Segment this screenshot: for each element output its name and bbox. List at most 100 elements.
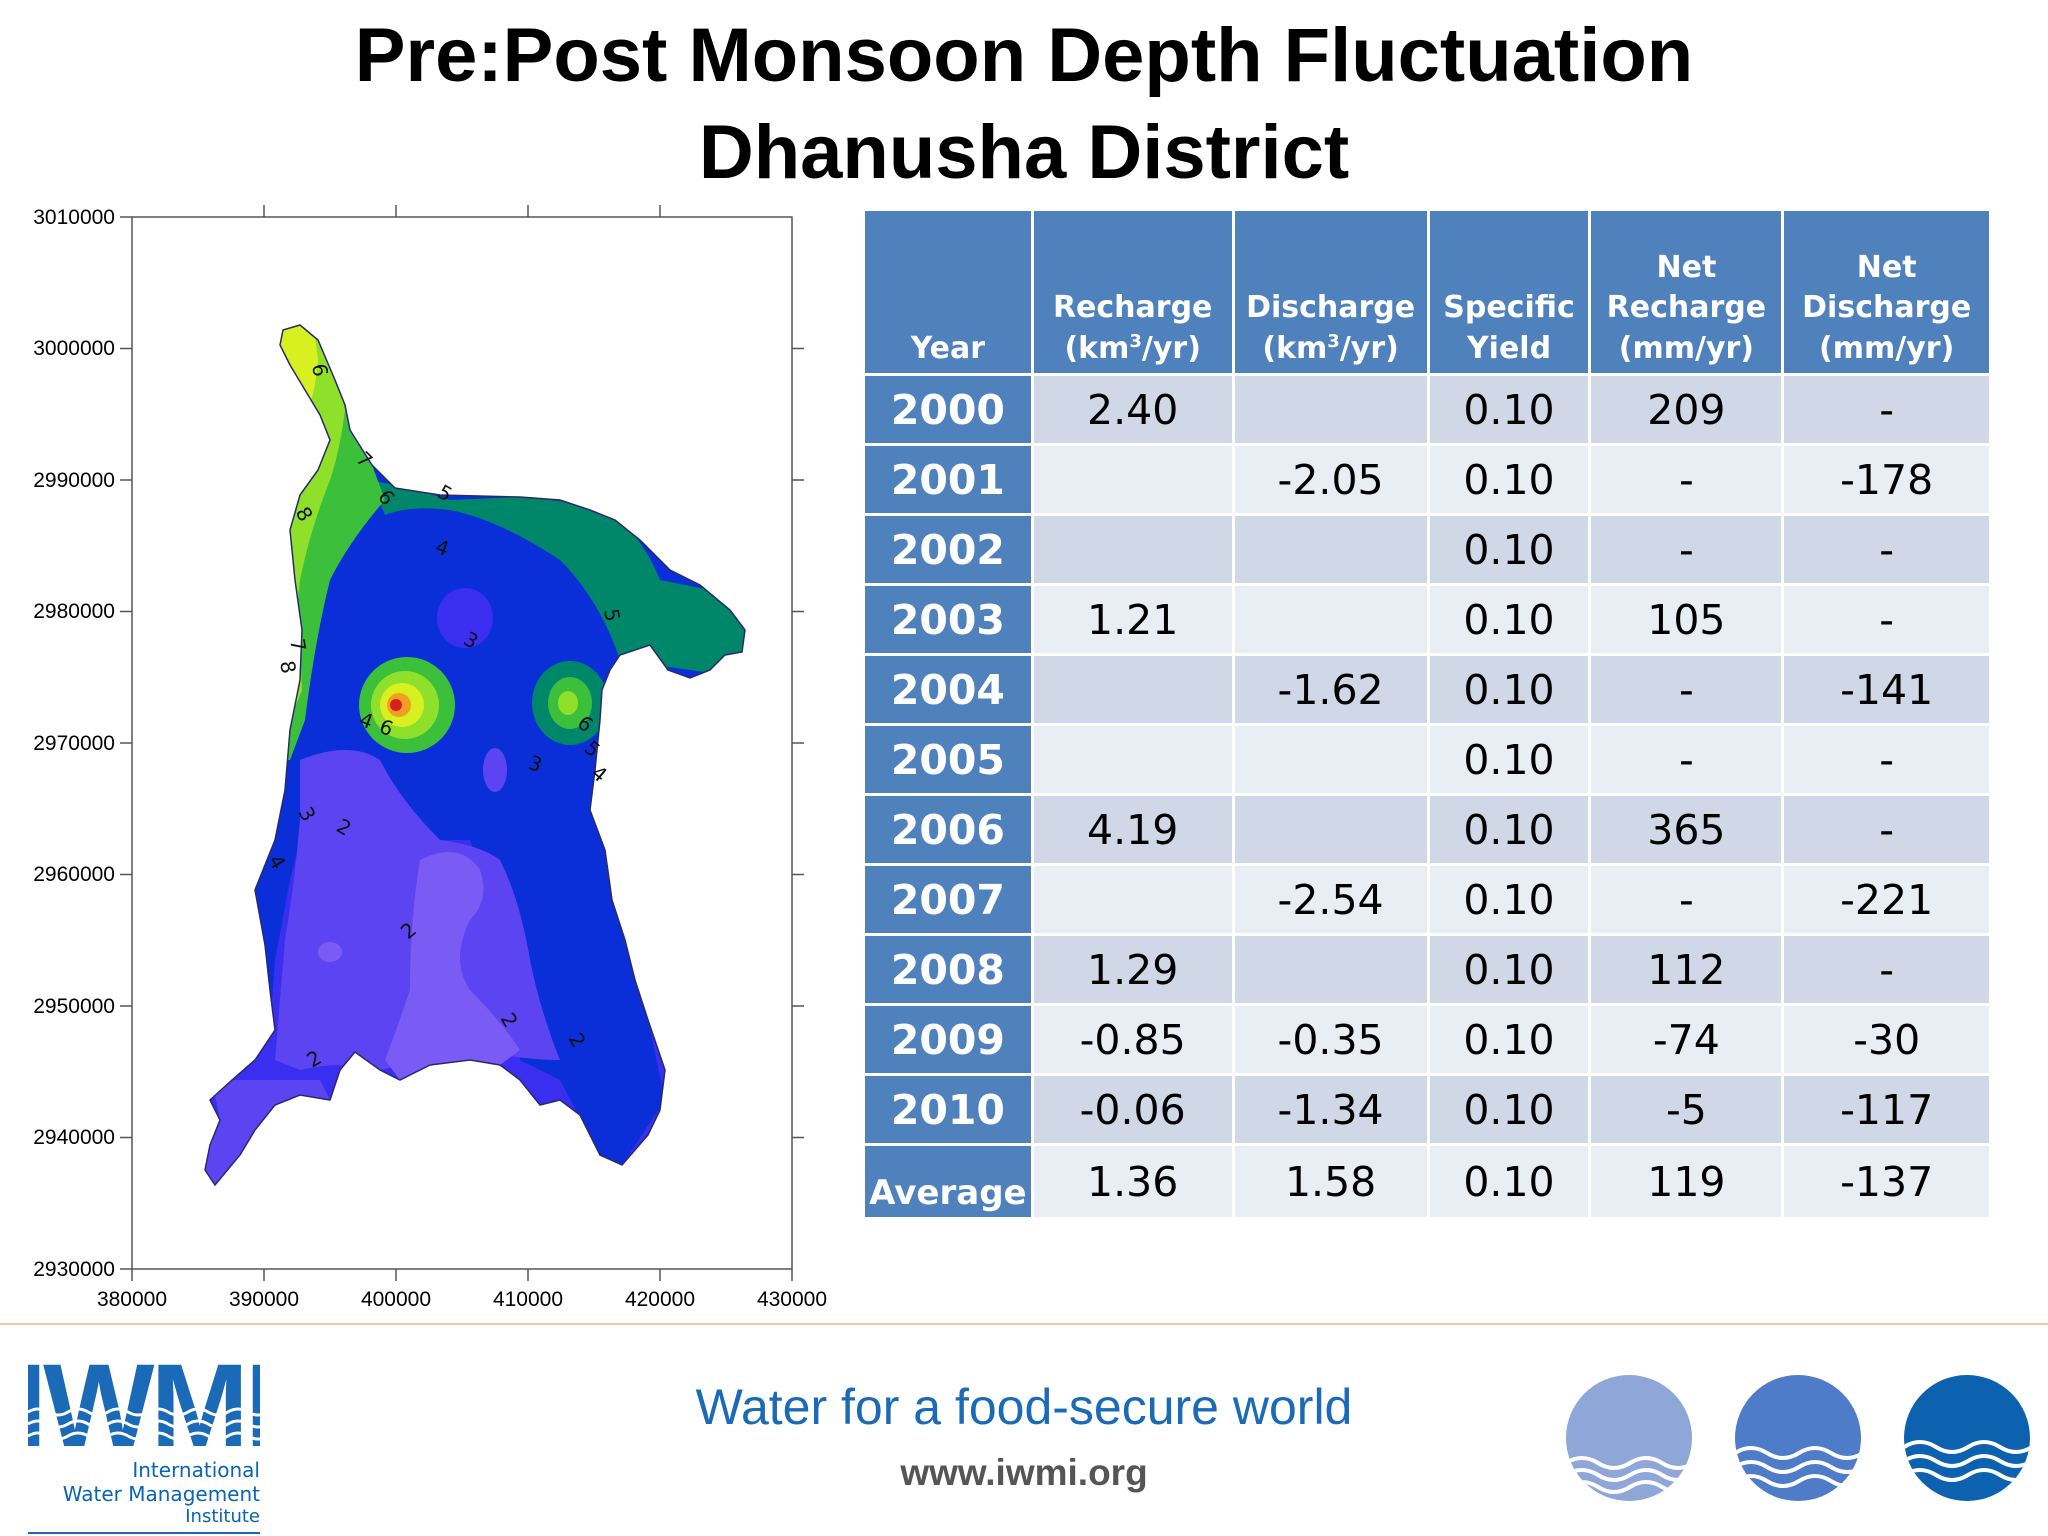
- year-cell: 2003: [865, 586, 1031, 653]
- recharge-cell: -0.06: [1033, 1076, 1232, 1143]
- slide-title-line-2: Dhanusha District: [698, 110, 1350, 195]
- recharge-cell: 2.40: [1033, 376, 1232, 443]
- table-row: 2010 -0.06 -1.34 0.10 -5 -117: [865, 1076, 1989, 1143]
- specific-yield-cell: 0.10: [1429, 586, 1589, 653]
- water-circle-icon: [1735, 1375, 1861, 1501]
- header-year: Year: [865, 211, 1031, 373]
- y-tick-label: 2940000: [33, 1126, 115, 1149]
- water-circle-icon: [1566, 1375, 1692, 1501]
- x-tick-label: 410000: [493, 1288, 563, 1311]
- specific-yield-cell: 0.10: [1429, 866, 1589, 933]
- contour-label: 5: [599, 607, 625, 624]
- net-recharge-cell: -: [1591, 516, 1782, 583]
- header-recharge: Recharge (km3/yr): [1033, 211, 1232, 373]
- logo-line-2: Water Management: [62, 1482, 260, 1506]
- table-row: 2001 -2.05 0.10- -178: [865, 446, 1989, 513]
- table-row: 2005 0.10- -: [865, 726, 1989, 793]
- net-recharge-cell: -: [1591, 866, 1782, 933]
- year-cell: 2010: [865, 1076, 1031, 1143]
- footer-divider: [0, 1323, 2048, 1325]
- discharge-cell: -2.54: [1234, 866, 1427, 933]
- y-axis-ticks: [120, 216, 804, 1270]
- table-header-row: Year Recharge (km3/yr) Discharge (km3/yr) …: [865, 211, 1989, 373]
- y-tick-label: 2970000: [33, 732, 115, 755]
- year-cell: 2006: [865, 796, 1031, 863]
- y-tick-label: 2990000: [33, 469, 115, 492]
- table-row: 2008 1.29 0.10 112-: [865, 936, 1989, 1003]
- iwmi-logo-mark: IWMI: [27, 1350, 269, 1455]
- year-cell: 2007: [865, 866, 1031, 933]
- recharge-cell: 4.19: [1033, 796, 1232, 863]
- year-cell: 2001: [865, 446, 1031, 513]
- recharge-cell: [1033, 866, 1232, 933]
- net-discharge-cell: -117: [1784, 1076, 1989, 1143]
- y-tick-label: 2930000: [33, 1258, 115, 1281]
- discharge-cell: 1.58: [1234, 1146, 1427, 1217]
- x-tick-label: 430000: [757, 1288, 827, 1311]
- table-row: 2007 -2.54 0.10- -221: [865, 866, 1989, 933]
- table-row: 2003 1.21 0.10 105-: [865, 586, 1989, 653]
- discharge-cell: -1.62: [1234, 656, 1427, 723]
- y-tick-label: 2980000: [33, 600, 115, 623]
- website-link[interactable]: www.iwmi.org: [900, 1452, 1148, 1493]
- net-discharge-cell: -: [1784, 586, 1989, 653]
- contour-map-svg: 3010000 3000000 2990000 2980000 2970000 …: [33, 205, 827, 1311]
- contour-label: 7: [285, 637, 311, 654]
- water-circle-icon: [1904, 1375, 2030, 1501]
- net-discharge-cell: -221: [1784, 866, 1989, 933]
- district-boundary: [204, 324, 746, 1187]
- net-recharge-cell: -74: [1591, 1006, 1782, 1073]
- year-cell: 2005: [865, 726, 1031, 793]
- logo-line-1: International: [132, 1458, 260, 1482]
- specific-yield-cell: 0.10: [1429, 1076, 1589, 1143]
- specific-yield-cell: 0.10: [1429, 446, 1589, 513]
- x-axis-ticks: [131, 205, 793, 1281]
- contour-map: 3010000 3000000 2990000 2980000 2970000 …: [0, 200, 850, 1330]
- specific-yield-cell: 0.10: [1429, 516, 1589, 583]
- net-discharge-cell: -: [1784, 726, 1989, 793]
- discharge-cell: [1234, 796, 1427, 863]
- net-recharge-cell: 119: [1591, 1146, 1782, 1217]
- net-discharge-cell: -178: [1784, 446, 1989, 513]
- discharge-cell: -1.34: [1234, 1076, 1427, 1143]
- net-recharge-cell: 105: [1591, 586, 1782, 653]
- year-cell: 2002: [865, 516, 1031, 583]
- table-row: Average 1.36 1.58 0.10 119 -137: [865, 1146, 1989, 1217]
- year-cell: 2008: [865, 936, 1031, 1003]
- table-row: 2002 0.10- -: [865, 516, 1989, 583]
- header-net-recharge: Net Recharge (mm/yr): [1591, 211, 1782, 373]
- discharge-cell: -2.05: [1234, 446, 1427, 513]
- net-recharge-cell: -5: [1591, 1076, 1782, 1143]
- year-cell: Average: [865, 1146, 1031, 1217]
- net-recharge-cell: 365: [1591, 796, 1782, 863]
- table-row: 2000 2.40 0.10 209-: [865, 376, 1989, 443]
- specific-yield-cell: 0.10: [1429, 1146, 1589, 1217]
- specific-yield-cell: 0.10: [1429, 376, 1589, 443]
- specific-yield-cell: 0.10: [1429, 656, 1589, 723]
- recharge-discharge-table: Year Recharge (km3/yr) Discharge (km3/yr) …: [862, 208, 1992, 1220]
- recharge-cell: [1033, 446, 1232, 513]
- net-recharge-cell: -: [1591, 656, 1782, 723]
- specific-yield-cell: 0.10: [1429, 1006, 1589, 1073]
- table-row: 2009 -0.85 -0.35 0.10 -74 -30: [865, 1006, 1989, 1073]
- net-recharge-cell: 209: [1591, 376, 1782, 443]
- x-tick-label: 380000: [97, 1288, 167, 1311]
- table-row: 2004 -1.62 0.10- -141: [865, 656, 1989, 723]
- discharge-cell: [1234, 586, 1427, 653]
- x-tick-label: 390000: [229, 1288, 299, 1311]
- y-tick-label: 2960000: [33, 863, 115, 886]
- net-discharge-cell: -: [1784, 936, 1989, 1003]
- net-discharge-cell: -: [1784, 516, 1989, 583]
- net-discharge-cell: -: [1784, 376, 1989, 443]
- net-recharge-cell: 112: [1591, 936, 1782, 1003]
- logo-line-3: Institute: [185, 1506, 260, 1527]
- year-cell: 2000: [865, 376, 1031, 443]
- recharge-cell: -0.85: [1033, 1006, 1232, 1073]
- iwmi-logo: IWMI International Water Management Inst…: [27, 1350, 269, 1534]
- x-tick-label: 400000: [361, 1288, 431, 1311]
- recharge-cell: [1033, 656, 1232, 723]
- specific-yield-cell: 0.10: [1429, 796, 1589, 863]
- header-net-discharge: Net Discharge (mm/yr): [1784, 211, 1989, 373]
- year-cell: 2004: [865, 656, 1031, 723]
- net-discharge-cell: -30: [1784, 1006, 1989, 1073]
